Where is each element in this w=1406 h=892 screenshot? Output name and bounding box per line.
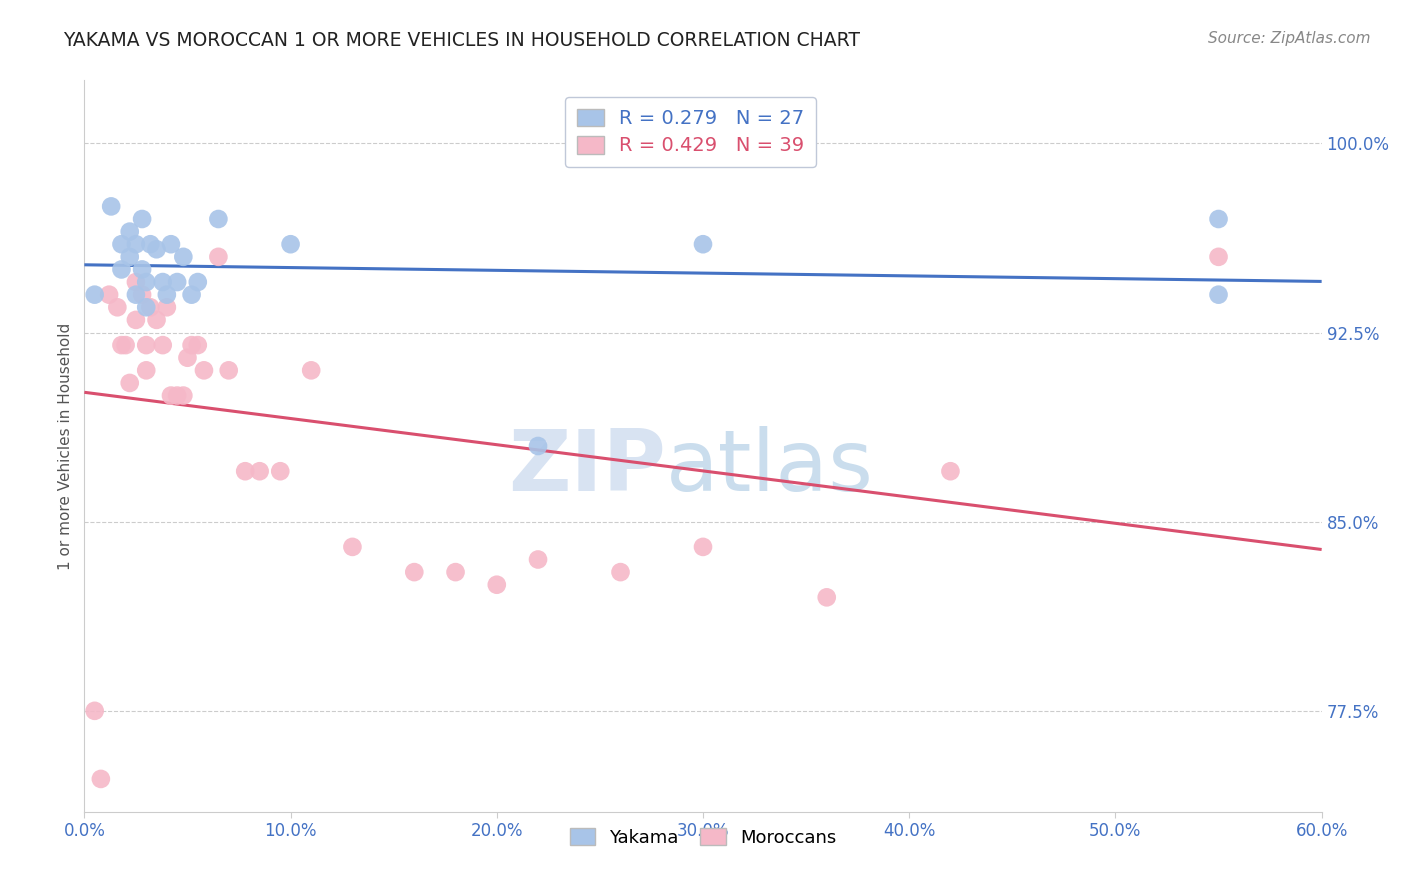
Point [299,363,322,377]
Point [135,363,157,377]
Point [118,250,141,264]
Point [527,552,550,566]
Point [110,338,132,352]
Point [180,338,202,352]
Point [135,275,157,289]
Point [1208,287,1230,301]
Point [83,704,105,718]
Point [249,464,271,478]
Point [135,300,157,314]
Point [172,388,194,402]
Point [444,565,467,579]
Point [118,376,141,390]
Point [125,313,148,327]
Point [233,464,256,478]
Point [110,262,132,277]
Point [269,464,291,478]
Point [131,212,153,227]
Text: YAKAMA VS MOROCCAN 1 OR MORE VEHICLES IN HOUSEHOLD CORRELATION CHART: YAKAMA VS MOROCCAN 1 OR MORE VEHICLES IN… [63,31,860,50]
Point [139,237,162,252]
Point [485,578,508,592]
Point [110,237,132,252]
Point [404,565,426,579]
Point [160,388,183,402]
Point [105,300,128,314]
Point [166,275,188,289]
Point [83,287,105,301]
Point [187,338,209,352]
Point [342,540,364,554]
Text: ZIP: ZIP [508,426,666,509]
Point [172,250,194,264]
Text: atlas: atlas [666,426,875,509]
Point [125,275,148,289]
Point [176,351,198,365]
Point [131,287,153,301]
Point [207,212,229,227]
Point [939,464,962,478]
Point [187,275,209,289]
Point [156,300,179,314]
Point [156,287,179,301]
Point [145,313,167,327]
Point [193,363,215,377]
Point [152,275,174,289]
Point [145,242,167,256]
Point [131,262,153,277]
Point [280,237,302,252]
Point [160,237,183,252]
Point [166,388,188,402]
Point [692,237,714,252]
Point [125,237,148,252]
Legend: Yakama, Moroccans: Yakama, Moroccans [562,822,844,854]
Point [180,287,202,301]
Point [692,540,714,554]
Y-axis label: 1 or more Vehicles in Household: 1 or more Vehicles in Household [58,322,73,570]
Point [1208,250,1230,264]
Point [527,439,550,453]
Point [815,591,838,605]
Point [139,300,162,314]
Point [90,772,112,786]
Point [207,250,229,264]
Point [609,565,631,579]
Point [1208,212,1230,227]
Point [114,338,136,352]
Point [218,363,240,377]
Text: Source: ZipAtlas.com: Source: ZipAtlas.com [1208,31,1371,46]
Point [100,199,122,213]
Point [98,287,121,301]
Point [118,225,141,239]
Point [135,338,157,352]
Point [152,338,174,352]
Point [125,287,148,301]
